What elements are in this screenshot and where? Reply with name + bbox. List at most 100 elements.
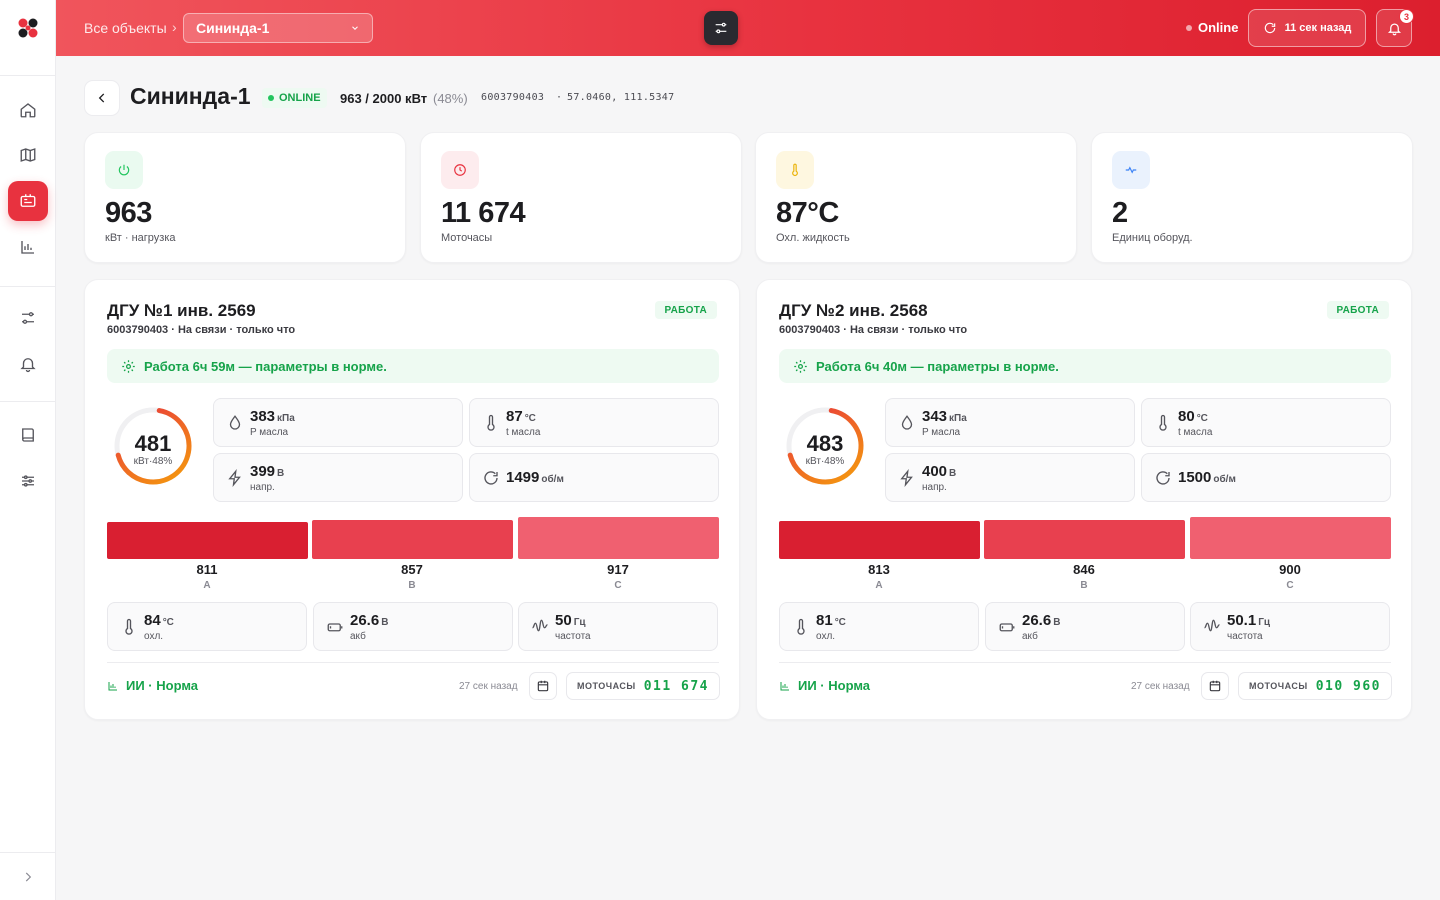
rotate-icon	[484, 471, 498, 485]
object-status-badge: ONLINE	[262, 88, 327, 108]
stat-value: 2	[1112, 197, 1128, 229]
app-logo[interactable]	[0, 0, 56, 56]
motohours-counter: МОТОЧАСЫ 011 674	[566, 672, 720, 700]
clock-icon	[454, 164, 466, 176]
gear-icon	[122, 359, 135, 373]
load-value: 483	[806, 431, 844, 456]
stat-label: кВт · нагрузка	[105, 232, 176, 244]
metric-unit: °C	[162, 617, 174, 628]
battery-icon	[999, 623, 1015, 632]
calendar-icon	[1209, 680, 1221, 692]
phase-name: B	[1080, 580, 1088, 591]
unit-banner-text: Работа 6ч 59м — параметры в норме.	[144, 358, 387, 374]
param-unit: В	[949, 468, 957, 479]
sidebar-item-objects[interactable]	[8, 181, 48, 221]
stat-card-equipment: 2 Единиц оборуд.	[1091, 132, 1413, 263]
sidebar-expand-button[interactable]	[0, 852, 56, 900]
back-button[interactable]	[84, 80, 120, 116]
bolt-icon	[228, 469, 241, 487]
chevron-left-icon	[98, 93, 105, 103]
unit-status-banner: Работа 6ч 59м — параметры в норме.	[107, 349, 719, 383]
sidebar-item-analytics[interactable]	[8, 227, 48, 267]
metric-0: 81 °C охл.	[779, 602, 979, 651]
phase-value: 813	[868, 562, 890, 577]
param-value: 80 °C	[1178, 408, 1208, 425]
filter-button[interactable]	[704, 11, 738, 45]
param-label: P масла	[922, 427, 961, 438]
metric-value: 81 °C	[816, 612, 846, 629]
unit-card-1[interactable]: ДГУ №1 инв. 2569 6003790403 · На связи ·…	[84, 279, 740, 720]
unit-subtitle: 6003790403 · На связи · только что	[779, 324, 968, 336]
stat-icon-box	[1112, 151, 1150, 189]
unit-title: ДГУ №2 инв. 2568	[779, 301, 928, 320]
phase-value: 846	[1073, 562, 1095, 577]
sidebar-item-docs[interactable]	[8, 415, 48, 455]
connection-status-label: Online	[1198, 20, 1239, 35]
metric-value: 26.6 В	[1022, 612, 1061, 629]
phase-value: 917	[607, 562, 629, 577]
param-value: 343 кПа	[922, 408, 967, 425]
gear-icon	[794, 359, 807, 373]
motohours-counter: МОТОЧАСЫ 010 960	[1238, 672, 1392, 700]
calendar-button[interactable]	[529, 672, 557, 700]
param-value: 399 В	[250, 463, 285, 480]
stat-card-coolant: 87°C Охл. жидкость	[755, 132, 1077, 263]
thermometer-icon	[797, 618, 805, 635]
metric-label: частота	[555, 631, 591, 642]
bell-icon	[1387, 23, 1401, 35]
sidebar	[0, 0, 56, 900]
refresh-button[interactable]: 11 сек назад	[1248, 9, 1366, 47]
chevron-down-icon	[352, 26, 358, 30]
sidebar-item-config[interactable]	[8, 461, 48, 501]
sidebar-item-map[interactable]	[8, 135, 48, 175]
metric-label: охл.	[144, 631, 164, 642]
sidebar-item-home[interactable]	[8, 90, 48, 130]
thermometer-icon	[792, 163, 798, 177]
sidebar-item-settings[interactable]	[8, 298, 48, 338]
metric-2: 50.1 Гц частота	[1190, 602, 1390, 651]
sidebar-item-alerts[interactable]	[8, 344, 48, 384]
phase-name: C	[614, 580, 622, 591]
phase-value: 857	[401, 562, 423, 577]
breadcrumb-root[interactable]: Все объекты	[84, 20, 167, 36]
phase-value: 811	[196, 562, 218, 577]
stat-value: 11 674	[441, 197, 526, 229]
phase-bar-C	[518, 517, 719, 559]
pulse-icon	[1125, 166, 1137, 174]
motohours-label: МОТОЧАСЫ	[1249, 681, 1308, 691]
metric-unit: В	[381, 617, 389, 628]
power-percent: (48%)	[433, 91, 468, 106]
power-summary: 963 / 2000 кВт	[340, 91, 428, 106]
unit-status-badge: РАБОТА	[654, 301, 717, 319]
ai-status-label: ИИ · Норма	[798, 678, 871, 693]
param-label: напр.	[922, 482, 947, 493]
chart-icon	[780, 681, 789, 690]
ai-status-link[interactable]: ИИ · Норма	[779, 678, 870, 693]
updated-time: 27 сек назад	[1131, 681, 1190, 692]
param-unit: об/м	[1213, 474, 1236, 485]
ai-status-link[interactable]: ИИ · Норма	[107, 678, 198, 693]
phase-bar-B	[312, 519, 513, 559]
calendar-button[interactable]	[1201, 672, 1229, 700]
metric-value: 26.6 В	[350, 612, 389, 629]
drop-icon	[229, 415, 241, 430]
gauge-fill	[114, 407, 192, 485]
metric-unit: °C	[834, 617, 846, 628]
unit-card-2[interactable]: ДГУ №2 инв. 2568 6003790403 · На связи ·…	[756, 279, 1412, 720]
unit-status-badge: РАБОТА	[1326, 301, 1389, 319]
stat-value: 87°C	[776, 197, 839, 229]
metric-2: 50 Гц частота	[518, 602, 718, 651]
logo-icon	[18, 18, 38, 38]
rotate-icon	[1156, 471, 1170, 485]
divider	[779, 662, 1391, 663]
object-select[interactable]: Сининда-1	[183, 13, 373, 43]
motohours-value: 011 674	[643, 678, 709, 694]
param-unit: °C	[524, 413, 536, 424]
stat-icon-box	[441, 151, 479, 189]
metric-value: 50 Гц	[555, 612, 586, 629]
refresh-label: 11 сек назад	[1284, 22, 1352, 34]
param-value: 383 кПа	[250, 408, 295, 425]
object-select-value: Сининда-1	[196, 20, 270, 36]
phase-name: B	[408, 580, 416, 591]
phase-name: C	[1286, 580, 1294, 591]
